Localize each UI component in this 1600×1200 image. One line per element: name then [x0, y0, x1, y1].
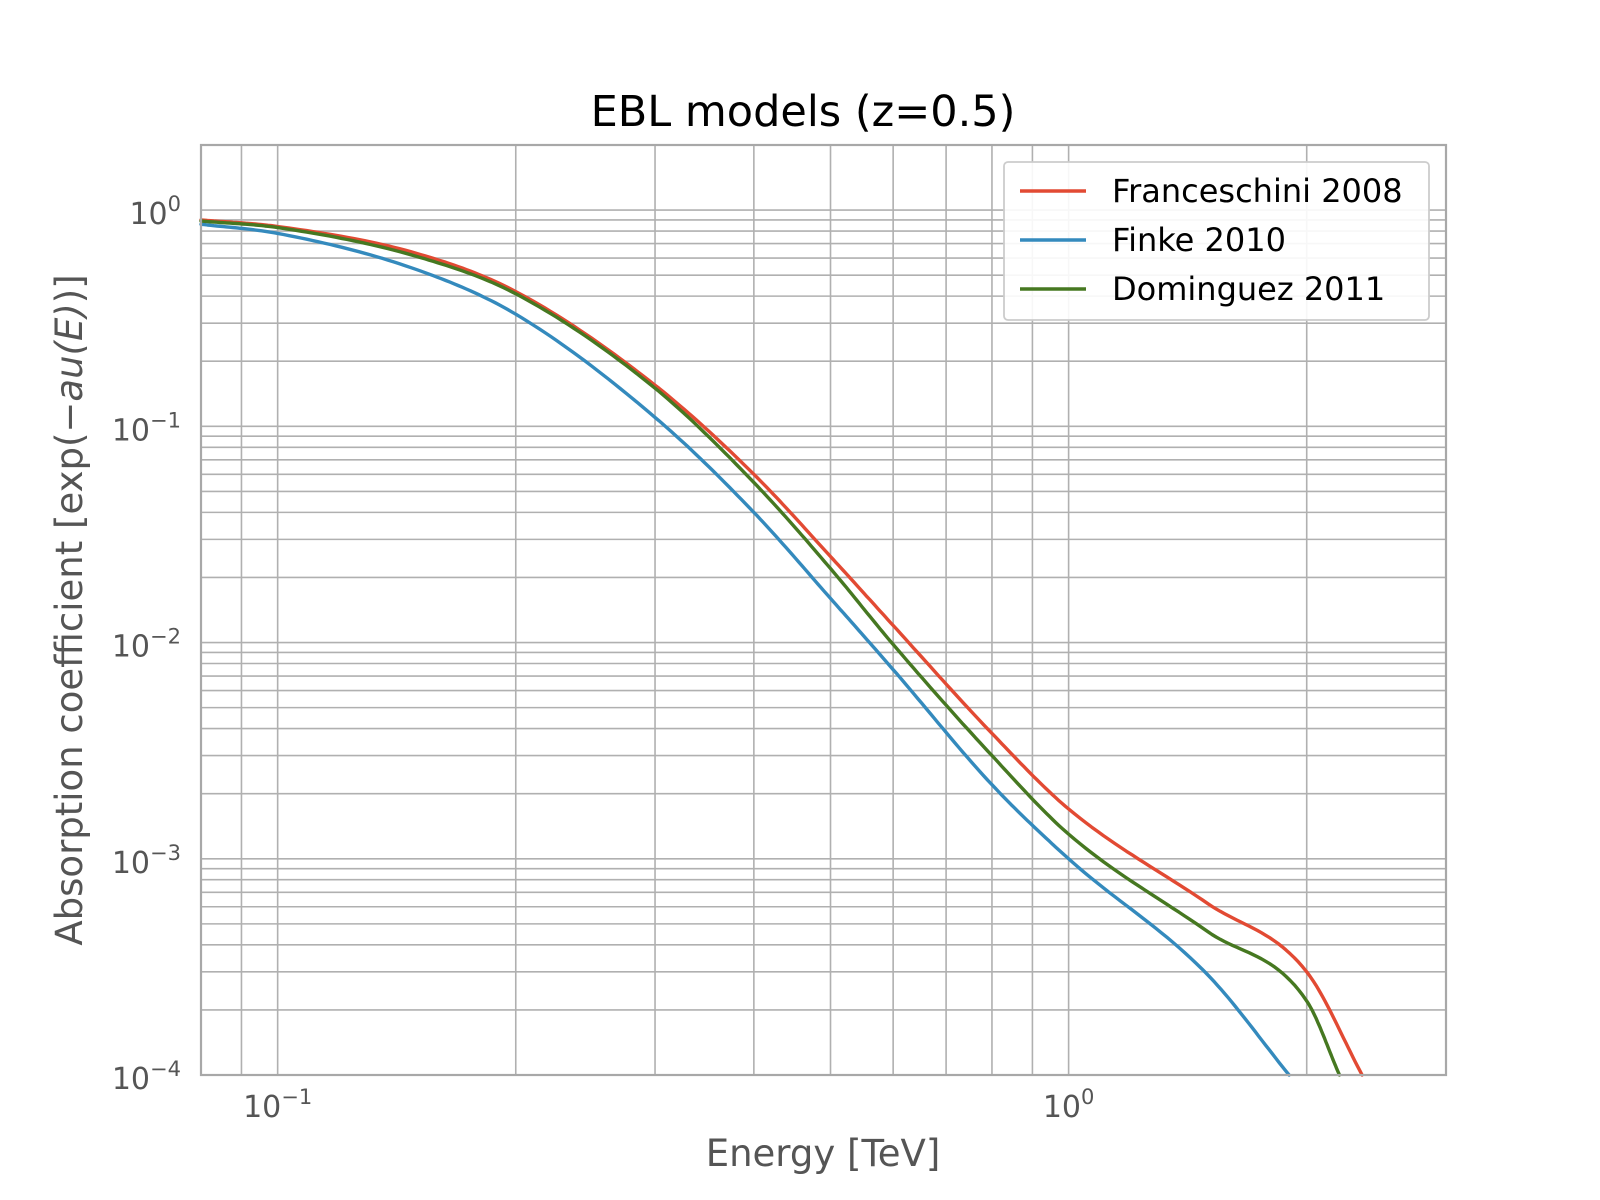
chart-title: EBL models (z=0.5) — [591, 87, 1016, 137]
y-tick-label: 10−3 — [112, 841, 181, 881]
x-tick-labels: 10−1 100 — [243, 1085, 1094, 1125]
x-axis-label: Energy [TeV] — [706, 1132, 941, 1175]
y-tick-label: 100 — [129, 192, 181, 232]
y-tick-label: 10−1 — [112, 408, 181, 448]
y-axis-label: Absorption coefficient [exp(−au(E))] — [48, 274, 91, 945]
y-tick-label-base: 10 — [129, 197, 167, 232]
x-tick-label-base: 10 — [1043, 1090, 1081, 1125]
series-layer — [199, 218, 1364, 1077]
x-tick-label-exponent: −1 — [281, 1085, 312, 1109]
x-tick-label: 10−1 — [243, 1085, 312, 1125]
y-tick-label-exponent: 0 — [168, 192, 181, 216]
legend-label-3: Dominguez 2011 — [1112, 270, 1385, 308]
y-tick-label-exponent: −2 — [150, 625, 181, 649]
legend-label-1: Franceschini 2008 — [1112, 172, 1403, 210]
y-tick-label: 10−2 — [112, 625, 181, 665]
y-tick-label-base: 10 — [112, 1062, 150, 1097]
plot-frame — [199, 143, 1448, 1077]
y-tick-label-base: 10 — [112, 630, 150, 665]
y-tick-label-base: 10 — [112, 846, 150, 881]
y-axis-label-prefix: Absorption coefficient [exp( — [48, 433, 91, 946]
legend-box — [1003, 161, 1430, 321]
y-axis-label-math: −au(E) — [48, 303, 91, 432]
y-tick-label: 10−4 — [112, 1057, 181, 1097]
legend: Franceschini 2008 Finke 2010 Dominguez 201… — [1003, 161, 1430, 321]
series-line-1 — [199, 218, 1364, 1077]
legend-label-2: Finke 2010 — [1112, 221, 1286, 259]
x-tick-label: 100 — [1043, 1085, 1095, 1125]
y-tick-label-exponent: −1 — [150, 408, 181, 432]
y-tick-label-base: 10 — [112, 413, 150, 448]
series-line-3 — [199, 219, 1342, 1077]
y-tick-label-exponent: −4 — [150, 1057, 181, 1081]
y-axis-label-suffix: )] — [48, 274, 91, 303]
series-line-2 — [199, 222, 1291, 1077]
x-tick-label-base: 10 — [243, 1090, 281, 1125]
x-tick-label-exponent: 0 — [1081, 1085, 1094, 1109]
y-tick-label-exponent: −3 — [150, 841, 181, 865]
